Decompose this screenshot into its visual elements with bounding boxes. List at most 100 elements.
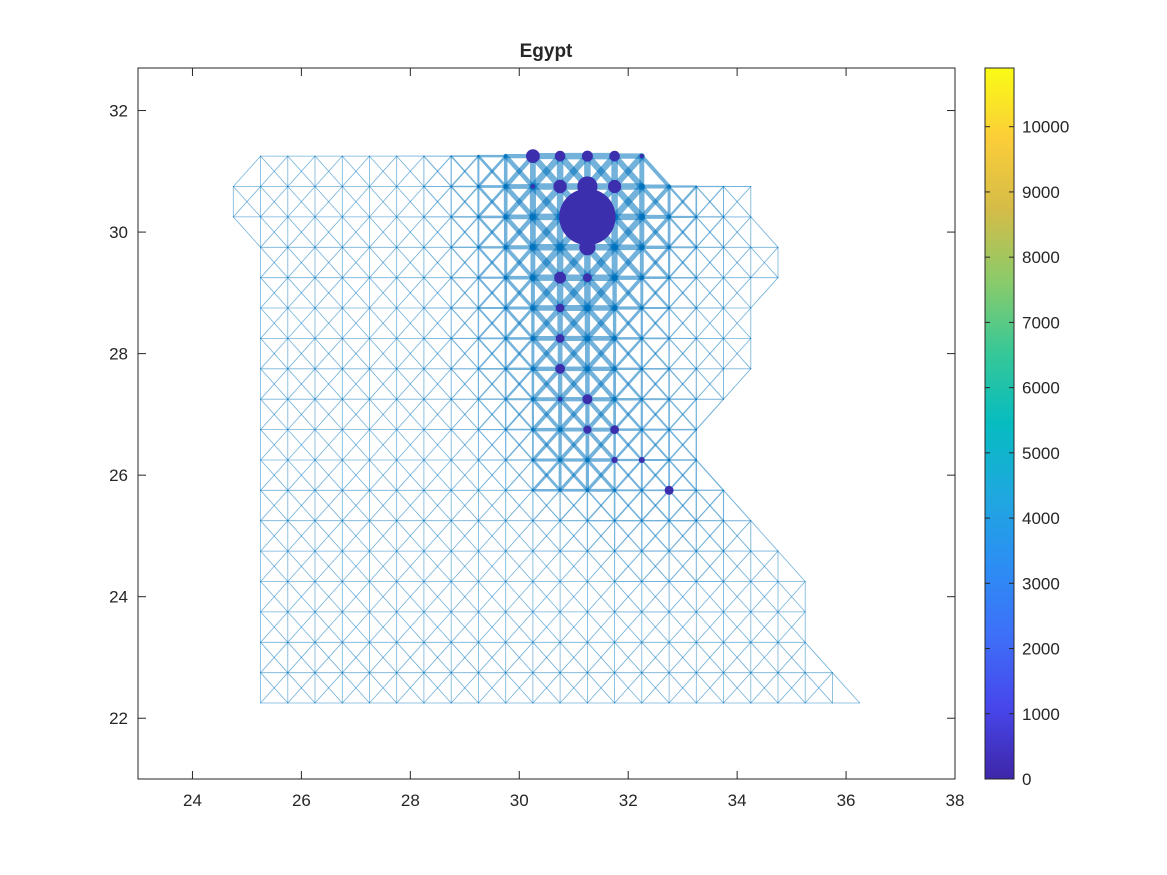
colorbar-tick-label: 5000 [1022, 444, 1060, 463]
network-edge [750, 550, 779, 582]
network-edge [613, 520, 643, 552]
network-edge [369, 368, 398, 400]
network-edge [260, 611, 289, 643]
network-edge [341, 277, 370, 309]
network-edge [614, 550, 643, 582]
network-edge [723, 216, 752, 248]
network-edge [505, 581, 534, 613]
network-edge [558, 397, 590, 432]
network-edge [505, 520, 534, 552]
network-edge [260, 398, 289, 431]
network-edge [668, 398, 697, 431]
network-edge [639, 184, 672, 219]
colorbar-tick-label: 0 [1022, 770, 1031, 789]
network-edge [695, 246, 725, 279]
network-edge [641, 550, 670, 583]
network-edge [369, 398, 398, 431]
network-edge [586, 520, 616, 552]
network-edge [314, 277, 343, 309]
network-edge [529, 274, 564, 311]
network-edge [556, 152, 591, 190]
y-tick-label: 32 [109, 102, 128, 121]
colorbar-tick-label: 6000 [1022, 379, 1060, 398]
network-edge [586, 550, 616, 582]
network-edge [614, 641, 643, 674]
colorbar-frame [984, 67, 1015, 780]
network-edge [723, 186, 752, 218]
colorbar-ticks: 0 1000 2000 3000 4000 5000 6000 7000 8000 9000 100… [985, 118, 1069, 789]
network-edge [341, 489, 370, 522]
network-edge [750, 641, 779, 674]
network-edge [341, 155, 370, 187]
network-edge [640, 307, 670, 340]
network-edge [611, 213, 645, 251]
network-edge [260, 307, 289, 339]
network-edge [532, 611, 561, 643]
network-edge [668, 581, 697, 613]
network-edge [477, 429, 507, 461]
colorbar-tick-label: 8000 [1022, 248, 1060, 267]
network-edge [341, 641, 370, 674]
network-edge [423, 581, 452, 613]
network-edge [287, 186, 316, 218]
network-edge [613, 367, 644, 401]
network-edge [529, 213, 564, 251]
network-edge [532, 672, 561, 704]
network-edge [477, 581, 507, 613]
network-edge [341, 429, 370, 461]
network-edge [287, 459, 316, 491]
network-edge [503, 184, 536, 220]
network-edge [641, 489, 670, 522]
network-edge [396, 186, 425, 218]
network-edge [504, 428, 534, 461]
network-edge [586, 611, 616, 643]
colorbar-tick-label: 4000 [1022, 509, 1060, 528]
colorbar-tick-label: 3000 [1022, 574, 1060, 593]
colorbar-tick-label: 1000 [1022, 705, 1060, 724]
network-node [554, 150, 566, 162]
network-node [553, 179, 567, 194]
network-edge [314, 368, 343, 400]
network-edge [612, 275, 644, 310]
network-edge [777, 672, 806, 704]
network-edge [450, 307, 479, 339]
network-edge [314, 489, 343, 522]
network-edge [314, 550, 343, 582]
network-edge [423, 429, 452, 461]
network-edge [341, 246, 370, 279]
network-edge [613, 459, 643, 492]
network-edge [585, 366, 617, 402]
network-edge [640, 367, 670, 401]
network-edge [640, 398, 671, 431]
network-edge [341, 550, 370, 582]
network-edge [641, 520, 670, 552]
network-node [664, 485, 674, 495]
network-edge [287, 581, 316, 613]
network-edge [750, 520, 779, 552]
network-edge [640, 428, 671, 461]
network-edge [695, 459, 725, 491]
network-edge [557, 335, 590, 372]
network-edge [695, 672, 724, 704]
network-edge [586, 489, 616, 522]
network-edge [639, 154, 671, 189]
network-edge [341, 307, 370, 339]
network-edge [530, 305, 563, 341]
network-edge [396, 307, 425, 339]
network-edge [750, 216, 779, 248]
network-edge [614, 581, 643, 613]
network-edge [613, 306, 644, 340]
network-edge [585, 427, 617, 462]
network-edge [423, 489, 452, 522]
network-edge [505, 550, 534, 582]
network-edge [450, 489, 479, 522]
network-node [526, 149, 540, 164]
network-edge [287, 307, 316, 339]
network-edge [750, 611, 779, 643]
colorbar-tick-label: 9000 [1022, 183, 1060, 202]
network-edge [804, 672, 833, 704]
network-edge [723, 277, 752, 309]
network-node [555, 303, 565, 313]
network-edge [423, 520, 452, 552]
network-edge [369, 641, 398, 674]
